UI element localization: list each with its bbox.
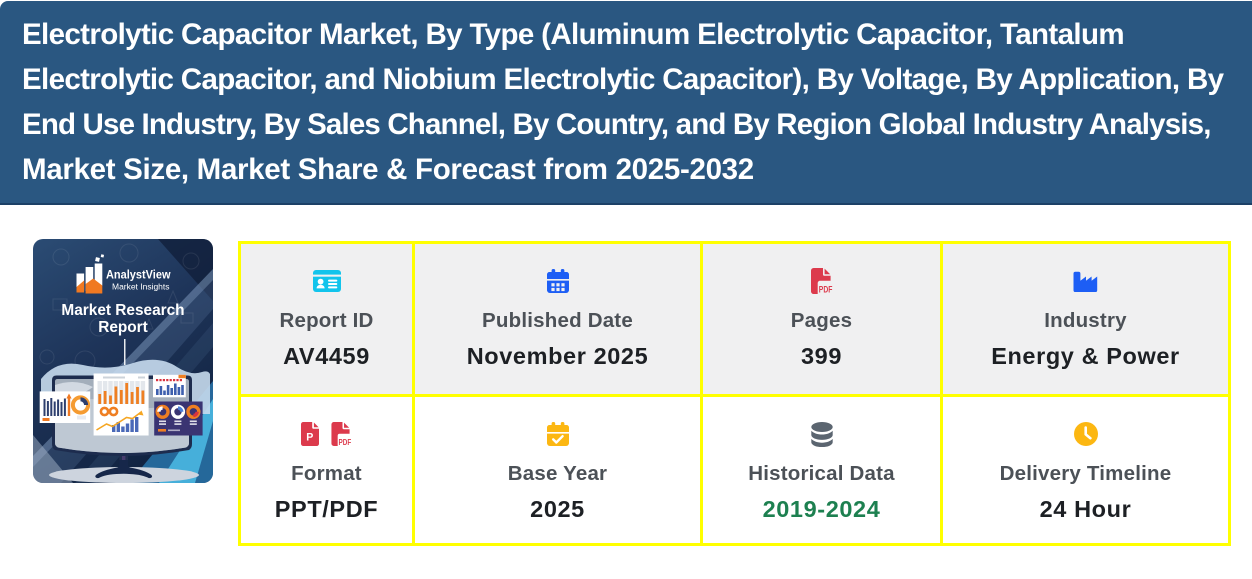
svg-text:P: P: [306, 431, 313, 443]
svg-text:AnalystView: AnalystView: [106, 268, 171, 282]
svg-text:Market Research: Market Research: [61, 302, 184, 319]
svg-text:PDF: PDF: [818, 285, 832, 294]
svg-text:PDF: PDF: [338, 438, 351, 446]
svg-text:Market Insights: Market Insights: [112, 283, 170, 292]
svg-text:Report: Report: [98, 319, 148, 336]
